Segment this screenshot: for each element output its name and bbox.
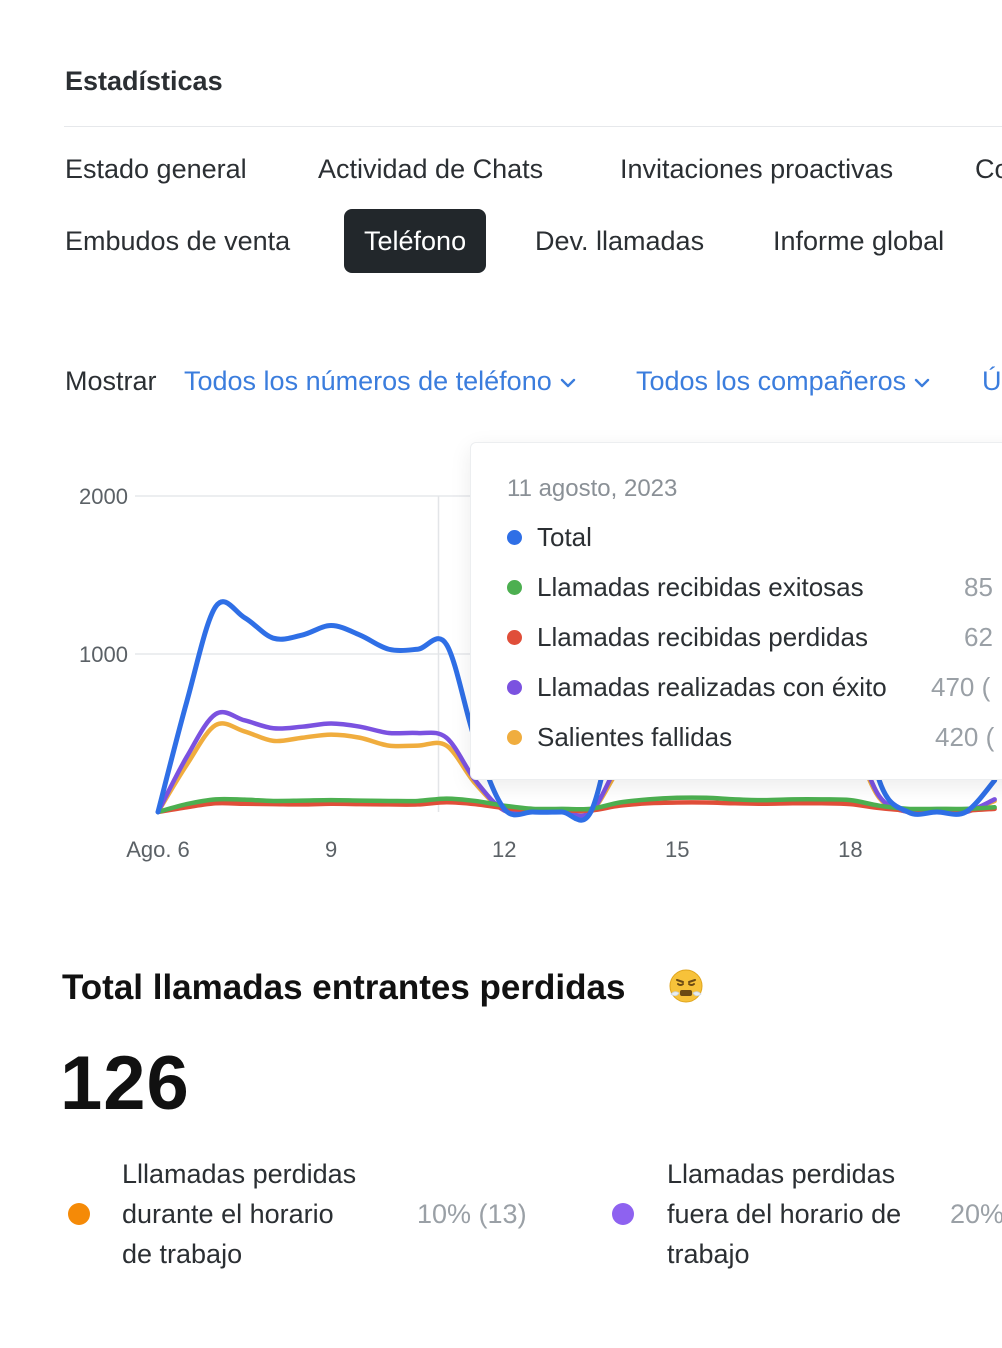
x-axis-labels: Ago. 6 9 12 15 18	[126, 837, 862, 862]
legend-dot-total	[507, 530, 522, 545]
x-tick-label: 9	[325, 837, 337, 862]
tab-co[interactable]: Co	[975, 154, 1002, 184]
tooltip-label: Llamadas realizadas con éxito	[537, 672, 887, 702]
x-tick-label: Ago. 6	[126, 837, 190, 862]
tooltip-value: 85	[964, 572, 993, 602]
tooltip-row-outgoing-success: Llamadas realizadas con éxito 470 (	[507, 672, 1002, 704]
y-tick-label: 2000	[79, 484, 128, 509]
legend-dot-outgoing-failed	[507, 730, 522, 745]
tooltip-label: Llamadas recibidas perdidas	[537, 622, 868, 652]
filter-label: Mostrar	[65, 366, 157, 396]
phone-numbers-dropdown-label: Todos los números de teléfono	[184, 366, 552, 396]
tooltip-row-received-missed: Llamadas recibidas perdidas 62	[507, 622, 1002, 654]
kpi-value: 126	[60, 1041, 190, 1126]
tooltip-row-outgoing-failed: Salientes fallidas 420 (	[507, 722, 1002, 754]
chevron-down-icon	[560, 378, 575, 388]
kpi-title: Total llamadas entrantes perdidas	[62, 968, 626, 1007]
chevron-down-icon	[914, 378, 930, 388]
tooltip-label: Llamadas recibidas exitosas	[537, 572, 864, 602]
tooltip-date: 11 agosto, 2023	[507, 475, 678, 502]
phone-numbers-dropdown[interactable]: Todos los números de teléfono	[184, 366, 576, 397]
tab-invitaciones-proactivas[interactable]: Invitaciones proactivas	[620, 154, 894, 184]
missed-in-hours-value: 10% (13)	[417, 1199, 527, 1229]
tooltip-value: 62	[964, 622, 993, 652]
legend-dot-out-of-hours	[612, 1203, 634, 1225]
chart-tooltip: 11 agosto, 2023 Total Llamadas recibidas…	[470, 442, 1002, 780]
tab-actividad-de-chats[interactable]: Actividad de Chats	[318, 154, 544, 184]
legend-dot-received-success	[507, 580, 522, 595]
missed-in-hours-label: Lllamadas perdidas durante el horario de…	[122, 1159, 357, 1269]
missed-out-of-hours-value: 20%	[950, 1199, 1002, 1229]
tab-embudos-de-venta[interactable]: Embudos de venta	[65, 226, 291, 256]
tooltip-row-received-success: Llamadas recibidas exitosas 85	[507, 572, 1002, 604]
page-title: Estadísticas	[65, 66, 223, 96]
tab-informe-global[interactable]: Informe global	[773, 226, 945, 256]
agents-dropdown-label: Todos los compañeros	[636, 366, 907, 396]
steam-from-nose-face-icon	[669, 969, 703, 1003]
agents-dropdown[interactable]: Todos los compañeros	[636, 366, 930, 397]
tab-dev-llamadas[interactable]: Dev. llamadas	[535, 226, 705, 256]
legend-dot-received-missed	[507, 630, 522, 645]
tooltip-value: 420 (	[935, 722, 995, 752]
tooltip-value: 470 (	[931, 672, 991, 702]
legend-dot-in-hours	[68, 1203, 90, 1225]
header-divider	[64, 126, 1002, 127]
y-axis-labels: 1000 2000	[79, 484, 128, 667]
legend-dot-outgoing-success	[507, 680, 522, 695]
tooltip-label: Salientes fallidas	[537, 722, 733, 752]
tab-telefono[interactable]: Teléfono	[344, 209, 487, 273]
missed-out-of-hours-label: Llamadas perdidas fuera del horario de t…	[667, 1159, 902, 1269]
x-tick-label: 12	[492, 837, 516, 862]
tooltip-row-total: Total	[507, 522, 1002, 554]
x-tick-label: 18	[838, 837, 862, 862]
series-line-1	[155, 795, 997, 815]
x-tick-label: 15	[665, 837, 689, 862]
tooltip-label: Total	[537, 522, 592, 552]
more-filter-dropdown[interactable]: Ú	[982, 366, 1002, 396]
y-tick-label: 1000	[79, 642, 128, 667]
tab-estado-general[interactable]: Estado general	[65, 154, 247, 184]
